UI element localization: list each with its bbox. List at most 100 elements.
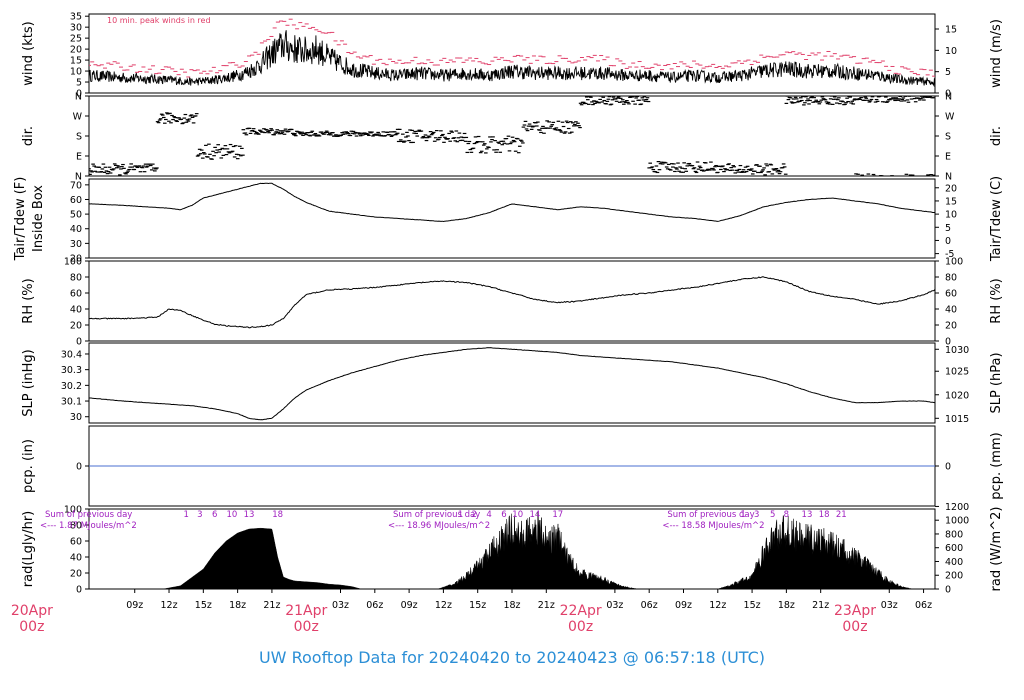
slp-series-line	[89, 347, 935, 421]
precip-ylabel-left: pcp. (in)	[21, 439, 36, 493]
radiation-sum-note: <--- 1.87 MJoules/m^2	[40, 521, 137, 531]
radiation-hour-mark: 4	[486, 510, 491, 520]
wind-left-tick-label: 30	[70, 23, 82, 34]
radiation-hour-mark: 1	[183, 510, 188, 520]
wind-left-tick-label: 10	[70, 67, 82, 78]
temperature-left-tick-label: 60	[70, 195, 82, 206]
radiation-left-tick-label: 80	[70, 521, 82, 532]
temperature-plot-area	[89, 182, 935, 223]
radiation-left-tick-label: 100	[64, 505, 82, 516]
radiation-hour-mark: 10	[226, 510, 237, 520]
time-tick-label: 21z	[812, 600, 829, 611]
slp-right-tick-label: 1030	[945, 345, 969, 356]
temperature-right-tick-label: 0	[945, 236, 951, 247]
slp-plot-area	[89, 347, 935, 421]
panel-slp: 30 30.1 30.2 30.3 30.4 1015 1020 1025 1030 SLP (i…	[21, 342, 1004, 425]
radiation-hour-mark: 2	[472, 510, 477, 520]
time-tick-label: 06z	[641, 600, 658, 611]
temperature-ylabel-left: Tair/Tdew (F)	[13, 177, 28, 262]
radiation-left-tick-label: 40	[70, 553, 82, 564]
temperature-ylabel-right: Tair/Tdew (C)	[989, 176, 1004, 262]
direction-right-tick-label: S	[945, 132, 951, 143]
radiation-hour-mark: 3	[754, 510, 759, 520]
temperature-left-tick-label: 30	[70, 239, 82, 250]
time-tick-label: 21z	[263, 600, 280, 611]
wind-right-tick-label: 0	[945, 89, 951, 100]
slp-left-tick-label: 30	[70, 412, 82, 423]
radiation-day-1	[163, 527, 362, 589]
rh-right-tick-label: 40	[945, 305, 957, 316]
radiation-hour-mark: 1	[458, 510, 463, 520]
time-tick-label: 09z	[401, 600, 418, 611]
radiation-hour-mark: 1	[740, 510, 745, 520]
slp-left-tick-label: 30.3	[61, 365, 82, 376]
radiation-hour-mark: 5	[770, 510, 775, 520]
rh-left-tick-label: 0	[76, 337, 82, 348]
radiation-hour-mark: 21	[836, 510, 847, 520]
slp-ylabel-right: SLP (hPa)	[989, 352, 1004, 413]
panel-precip: 0 0 pcp. (in) pcp. (mm)	[21, 425, 1004, 507]
direction-right-tick-label: N	[945, 172, 952, 183]
radiation-sum-note: <--- 18.58 MJoules/m^2	[662, 521, 764, 531]
wind-left-tick-label: 25	[70, 34, 82, 45]
rh-right-tick-label: 20	[945, 321, 957, 332]
slp-ylabel-left: SLP (inHg)	[21, 349, 36, 417]
wind-annotation: 10 min. peak winds in red	[107, 16, 211, 25]
rh-left-tick-label: 80	[70, 273, 82, 284]
radiation-right-tick-label: 800	[945, 529, 963, 540]
radiation-hour-mark: 3	[197, 510, 202, 520]
time-tick-label: 03z	[881, 600, 898, 611]
wind-left-tick-label: 5	[76, 78, 82, 89]
radiation-plot-area	[163, 512, 913, 589]
radiation-sum-note: <--- 18.96 MJoules/m^2	[388, 521, 490, 531]
temperature-ylabel-left: Inside Box	[31, 185, 46, 252]
direction-ylabel-right: dir.	[989, 126, 1004, 146]
wind-frame	[88, 13, 936, 94]
day-label-date: 22Apr	[560, 603, 602, 619]
radiation-hour-mark: 8	[784, 510, 789, 520]
time-tick-label: 18z	[229, 600, 246, 611]
wind-right-tick-label: 5	[945, 67, 951, 78]
direction-left-tick-label: W	[73, 112, 83, 123]
temperature-left-tick-label: 50	[70, 210, 82, 221]
radiation-day-3	[717, 514, 913, 589]
wind-speed-line	[89, 30, 935, 88]
rh-left-tick-label: 20	[70, 321, 82, 332]
time-tick-label: 06z	[915, 600, 932, 611]
wind-right-tick-label: 10	[945, 46, 957, 57]
time-tick-label: 15z	[744, 600, 761, 611]
time-tick-label: 06z	[366, 600, 383, 611]
temperature-left-tick-label: 40	[70, 224, 82, 235]
temperature-right-tick-label: 10	[945, 210, 957, 221]
radiation-hour-mark: 6	[501, 510, 506, 520]
time-tick-label: 09z	[126, 600, 143, 611]
temperature-right-tick-label: -5	[945, 249, 954, 260]
radiation-hour-mark: 13	[802, 510, 813, 520]
time-axis: 09z 12z 15z 18z 21z 03z 06z 09z 12z 15z 18z 21z 03z 0…	[11, 589, 932, 635]
radiation-day-2	[437, 512, 638, 589]
panel-temperature: 20 30 40 50 60 70 -5 0 5 10 15 20 Tair/Tdew (F) Insid…	[13, 176, 1004, 265]
direction-ylabel-left: dir.	[21, 126, 36, 146]
direction-left-tick-label: E	[76, 152, 82, 163]
day-label-date: 20Apr	[11, 603, 53, 619]
wind-left-tick-label: 15	[70, 56, 82, 67]
direction-right-tick-label: E	[945, 152, 951, 163]
slp-right-tick-label: 1025	[945, 367, 969, 378]
rh-frame	[88, 260, 936, 342]
wind-left-tick-label: 0	[76, 89, 82, 100]
panel-radiation: 020406080100020040060080010001200rad(Lgl…	[21, 502, 1004, 596]
rh-series-line	[89, 276, 935, 329]
radiation-right-tick-label: 1000	[945, 516, 969, 527]
wind-right-tick-label: 15	[945, 25, 957, 36]
temperature-frame	[88, 178, 936, 259]
time-tick-label: 15z	[195, 600, 212, 611]
radiation-hour-mark: 18	[272, 510, 283, 520]
rh-left-tick-label: 100	[64, 257, 82, 268]
time-tick-label: 12z	[160, 600, 177, 611]
day-label-hour: 00z	[568, 619, 593, 635]
slp-right-tick-label: 1020	[945, 390, 969, 401]
radiation-right-tick-label: 400	[945, 557, 963, 568]
wind-ylabel-left: wind (kts)	[21, 21, 36, 85]
